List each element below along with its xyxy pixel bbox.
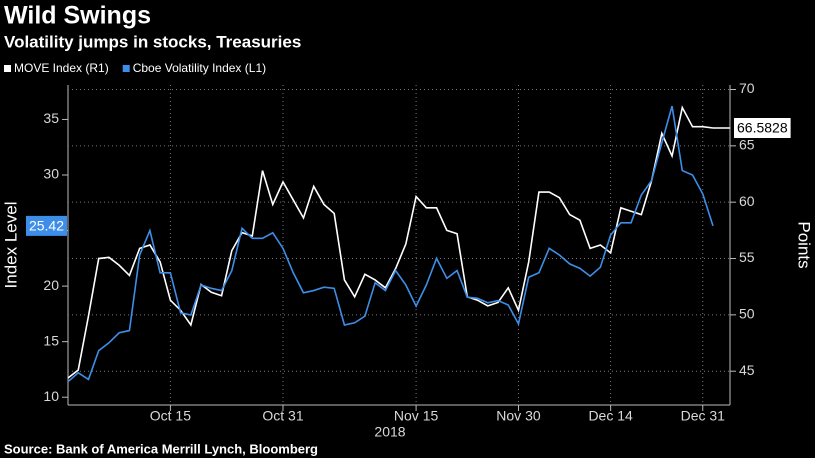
x-tick-label: Nov 30 [496, 408, 541, 424]
y-tick-label: 30 [43, 166, 59, 182]
chart-title: Wild Swings [4, 2, 151, 30]
y-tick-label: 35 [43, 110, 59, 126]
y-tick-label: 20 [43, 277, 59, 293]
y2-tick-label: 70 [739, 80, 755, 96]
legend-label: Cboe Volatility Index (L1) [133, 61, 266, 75]
last-value-label: 25.42 [29, 218, 64, 234]
x-tick-label: Nov 15 [394, 408, 439, 424]
y2-axis-label: Points [795, 221, 814, 268]
last-value-badge [734, 118, 791, 139]
source: Source: Bank of America Merrill Lynch, B… [4, 441, 318, 456]
last-value-label: 66.5828 [737, 120, 788, 136]
y2-tick-label: 60 [739, 193, 755, 209]
y2-tick-label: 50 [739, 306, 755, 322]
y2-tick-label: 45 [739, 362, 755, 378]
x-axis-label: 2018 [374, 424, 405, 440]
x-tick-label: Dec 31 [681, 408, 726, 424]
x-tick-label: Dec 14 [588, 408, 633, 424]
legend-swatch [4, 65, 11, 72]
y-tick-label: 10 [43, 388, 59, 404]
y2-tick-label: 55 [739, 249, 755, 265]
series-line [67, 105, 714, 383]
y-axis-label: Index Level [1, 202, 20, 289]
y2-tick-label: 65 [739, 137, 755, 153]
y-tick-label: 15 [43, 332, 59, 348]
x-tick-label: Oct 31 [262, 408, 303, 424]
legend-label: MOVE Index (R1) [14, 61, 109, 75]
last-value-badge [25, 215, 67, 236]
chart-subtitle: Volatility jumps in stocks, Treasuries [4, 32, 301, 51]
x-tick-label: Oct 15 [150, 408, 191, 424]
legend-swatch [122, 65, 130, 72]
